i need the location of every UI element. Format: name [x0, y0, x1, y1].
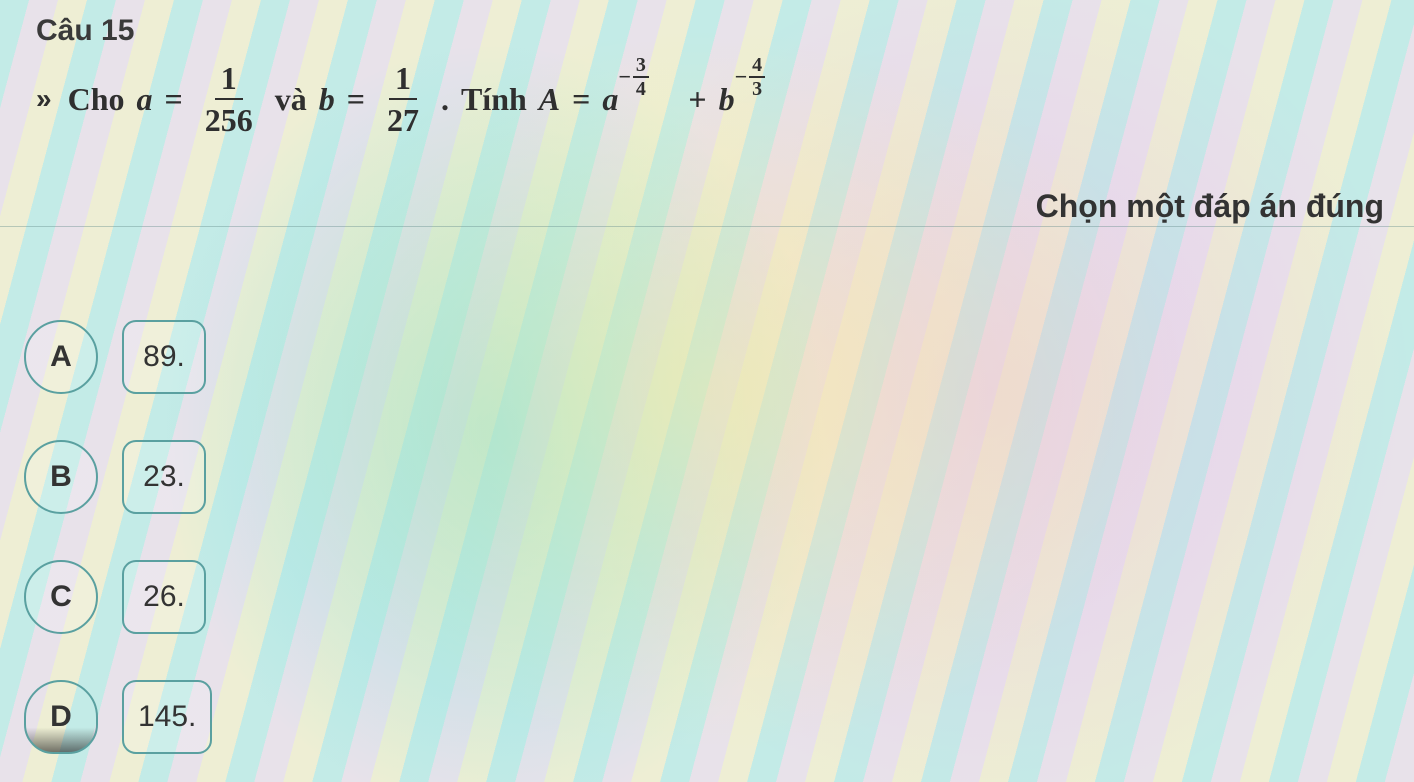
fraction-a-den: 256: [199, 100, 259, 136]
marker-raquo: »: [36, 83, 52, 115]
exponent-2: − 4 3: [735, 55, 766, 99]
option-c[interactable]: C 26.: [24, 560, 212, 634]
question-block: Câu 15 » Cho a = 1 256 và b = 1 27 . Tín…: [36, 14, 793, 136]
option-d[interactable]: D 145.: [24, 680, 212, 754]
exp2-den: 3: [749, 78, 765, 99]
var-a: a: [136, 81, 152, 118]
option-b[interactable]: B 23.: [24, 440, 212, 514]
fraction-b-num: 1: [389, 62, 417, 100]
term-a-power: a − 3 4: [602, 81, 618, 118]
exp1-frac: 3 4: [633, 55, 649, 99]
text-tinh: Tính: [461, 81, 527, 118]
equals-3: =: [572, 81, 590, 118]
equals-1: =: [164, 81, 182, 118]
option-a-letter[interactable]: A: [24, 320, 98, 394]
fraction-b: 1 27: [381, 62, 425, 136]
base-b: b: [719, 81, 735, 117]
option-a-value[interactable]: 89.: [122, 320, 206, 394]
option-c-value[interactable]: 26.: [122, 560, 206, 634]
question-number: Câu 15: [36, 14, 793, 48]
exp1-minus: −: [618, 64, 631, 90]
fraction-a: 1 256: [199, 62, 259, 136]
exp1-num: 3: [633, 55, 649, 78]
fraction-b-den: 27: [381, 100, 425, 136]
text-va: và: [275, 81, 307, 118]
horizontal-divider: [0, 226, 1414, 227]
var-upper-a: A: [539, 81, 560, 118]
exp2-num: 4: [749, 55, 765, 78]
period-1: .: [441, 81, 449, 118]
instruction-text: Chọn một đáp án đúng: [1036, 188, 1384, 225]
options-list: A 89. B 23. C 26. D 145.: [24, 320, 212, 754]
exponent-1: − 3 4: [618, 55, 649, 99]
equals-2: =: [347, 81, 365, 118]
option-b-value[interactable]: 23.: [122, 440, 206, 514]
option-b-letter[interactable]: B: [24, 440, 98, 514]
var-b: b: [319, 81, 335, 118]
plus-sign: +: [688, 81, 706, 118]
exp2-minus: −: [735, 64, 748, 90]
option-d-letter[interactable]: D: [24, 680, 98, 754]
exp2-frac: 4 3: [749, 55, 765, 99]
text-cho: Cho: [68, 81, 125, 118]
option-c-letter[interactable]: C: [24, 560, 98, 634]
term-b-power: b − 4 3: [719, 81, 735, 118]
option-a[interactable]: A 89.: [24, 320, 212, 394]
exp1-den: 4: [633, 78, 649, 99]
question-text: » Cho a = 1 256 và b = 1 27 . Tính A = a…: [36, 62, 793, 136]
fraction-a-num: 1: [215, 62, 243, 100]
option-d-value[interactable]: 145.: [122, 680, 212, 754]
base-a: a: [602, 81, 618, 117]
